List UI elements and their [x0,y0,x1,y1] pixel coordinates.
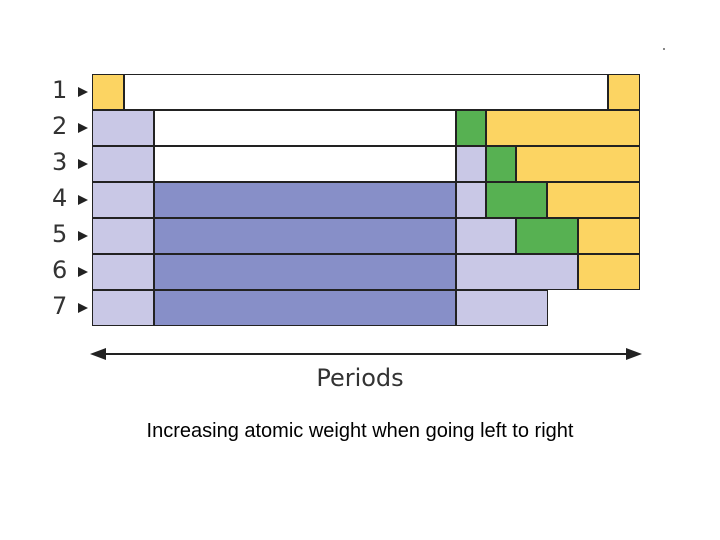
period-4-block-5 [547,182,640,218]
period-5-block-5 [578,218,640,254]
period-3-block-4 [486,146,516,182]
period-number-4: 4 [52,184,68,212]
period-7-block-2 [154,290,456,326]
period-4-block-2 [154,182,456,218]
caption: Increasing atomic weight when going left… [146,420,574,442]
row-marker-triangle-icon [78,231,88,241]
period-2-block-2 [154,110,456,146]
period-4-block-3 [456,182,486,218]
row-marker-triangle-icon [78,87,88,97]
period-6-block-1 [92,254,154,290]
period-2-block-3 [456,110,486,146]
period-2-block-1 [92,110,154,146]
row-marker-triangle-icon [78,159,88,169]
period-6-block-3 [456,254,578,290]
periodic-table-blocks [92,74,640,326]
period-1-block-3 [608,74,640,110]
period-number-3: 3 [52,148,68,176]
period-1-block-2 [124,74,608,110]
row-marker-triangle-icon [78,303,88,313]
row-marker-triangle-icon [78,195,88,205]
period-4-block-1 [92,182,154,218]
period-5-block-4 [516,218,578,254]
period-7-block-3 [456,290,548,326]
period-7-block-1 [92,290,154,326]
corner-dot [663,48,665,50]
periods-label: Periods [316,364,404,392]
period-5-block-2 [154,218,456,254]
period-number-5: 5 [52,220,68,248]
periods-double-arrow-icon [90,348,642,360]
period-6-block-2 [154,254,456,290]
period-5-block-3 [456,218,516,254]
period-3-block-5 [516,146,640,182]
row-marker-triangle-icon [78,123,88,133]
period-number-7: 7 [52,292,68,320]
period-number-1: 1 [52,76,68,104]
period-number-6: 6 [52,256,68,284]
period-3-block-1 [92,146,154,182]
period-6-block-4 [578,254,640,290]
period-1-block-1 [92,74,124,110]
period-3-block-3 [456,146,486,182]
period-number-2: 2 [52,112,68,140]
period-3-block-2 [154,146,456,182]
row-marker-triangle-icon [78,267,88,277]
period-2-block-4 [486,110,640,146]
period-4-block-4 [486,182,547,218]
period-5-block-1 [92,218,154,254]
